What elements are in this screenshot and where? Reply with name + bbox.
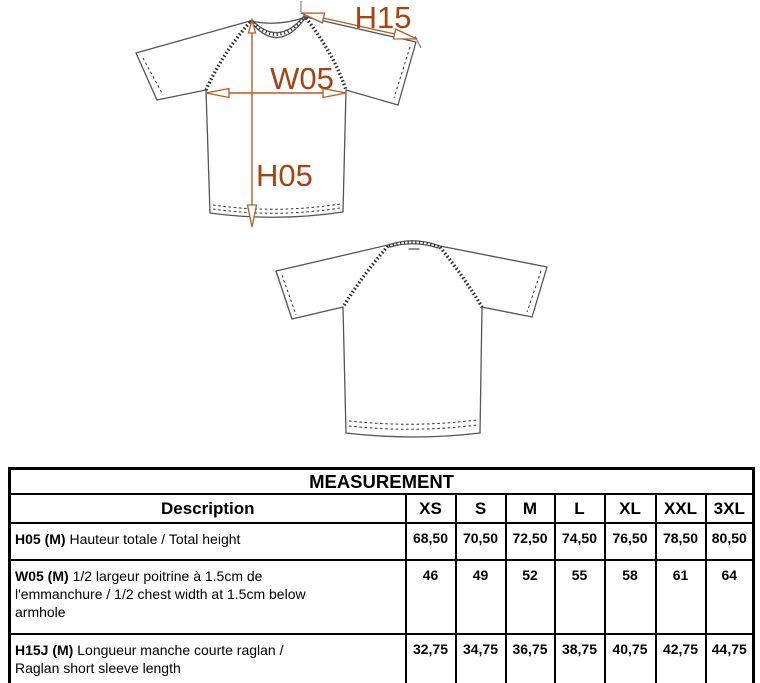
size-value: 38,75: [553, 633, 606, 683]
size-header-3xl: 3XL: [704, 493, 755, 524]
measurement-table: MEASUREMENT Description XS S M L XL XXL …: [8, 467, 756, 683]
measurement-description: 1/2 largeur poitrine à 1.5cm de l'emmanc…: [15, 568, 306, 620]
table-row-h15j: H15J (M) Longueur manche courte raglan /…: [8, 633, 755, 683]
size-value: 74,50: [553, 522, 606, 561]
description-header: Description: [8, 493, 407, 524]
front-view-drawing: [135, 15, 417, 218]
size-header-m: M: [504, 493, 556, 524]
size-value: 58: [603, 559, 657, 635]
size-value: 55: [553, 559, 606, 635]
front-body-outline: [135, 16, 417, 218]
dimension-label-w05: W05: [270, 61, 334, 96]
size-header-xl: XL: [603, 493, 657, 524]
back-right-sleeve-hem-stitch: [526, 270, 542, 313]
table-row-h05: H05 (M) Hauteur totale / Total height 68…: [8, 522, 755, 561]
front-bottom-hem-stitch-1: [212, 203, 341, 210]
size-value: 32,75: [404, 633, 457, 683]
front-right-sleeve-hem-stitch: [393, 46, 411, 99]
back-collar-rib: [388, 240, 440, 249]
back-bottom-hem-stitch-1: [348, 424, 478, 430]
size-value: 46: [404, 559, 457, 635]
back-left-raglan-seam: [341, 244, 390, 308]
measurement-description-cell: H15J (M) Longueur manche courte raglan /…: [8, 633, 407, 683]
size-value: 61: [654, 559, 707, 635]
size-value: 40,75: [603, 633, 657, 683]
size-value: 72,50: [504, 522, 556, 561]
back-right-raglan-seam: [438, 245, 484, 308]
size-value: 49: [454, 559, 507, 635]
size-header-xxl: XXL: [654, 493, 707, 524]
measurement-code: H15J (M): [15, 642, 74, 658]
front-bottom-hem-stitch-2: [212, 207, 341, 214]
size-header-s: S: [454, 493, 507, 524]
w05-arrowhead-right: [322, 87, 347, 99]
size-value: 64: [704, 559, 755, 635]
size-value: 80,50: [704, 522, 755, 561]
front-neckband-bottom: [249, 16, 307, 39]
h05-arrowhead-top: [247, 17, 257, 34]
table-title-row: MEASUREMENT: [8, 467, 755, 495]
size-value: 36,75: [504, 633, 556, 683]
back-bottom-hem-stitch-2: [348, 419, 478, 425]
front-neckband-rib: [249, 15, 307, 37]
w05-arrowhead-left: [205, 87, 230, 99]
table-header-row: Description XS S M L XL XXL 3XL: [8, 493, 755, 524]
measurement-description: Hauteur totale / Total height: [69, 531, 241, 547]
measurement-description: Longueur manche courte raglan / Raglan s…: [15, 642, 284, 676]
dimension-label-h15: H15: [355, 0, 412, 35]
back-view-drawing: [275, 240, 548, 438]
back-body-outline: [275, 240, 548, 438]
size-value: 42,75: [654, 633, 707, 683]
measurement-code: W05 (M): [15, 568, 69, 584]
garment-technical-drawing: H15 W05 H05: [135, 0, 548, 438]
table-row-w05: W05 (M) 1/2 largeur poitrine à 1.5cm de …: [8, 559, 755, 635]
size-value: 70,50: [454, 522, 507, 561]
size-value: 78,50: [654, 522, 707, 561]
back-left-sleeve-hem-stitch: [281, 274, 297, 316]
size-header-xs: XS: [404, 493, 457, 524]
size-value: 44,75: [704, 633, 755, 683]
table-title: MEASUREMENT: [8, 467, 755, 495]
h15-arrowhead-right: [392, 28, 418, 40]
h15-arrowhead-left: [300, 12, 326, 24]
front-right-raglan-seam: [304, 16, 348, 91]
size-value: 76,50: [603, 522, 657, 561]
dimension-label-h05: H05: [256, 158, 313, 193]
measurement-description-cell: W05 (M) 1/2 largeur poitrine à 1.5cm de …: [8, 559, 407, 635]
h05-arrowhead-bottom: [246, 204, 258, 228]
size-value: 52: [504, 559, 556, 635]
size-value: 68,50: [404, 522, 457, 561]
front-left-sleeve-hem-stitch: [142, 57, 164, 96]
front-left-raglan-seam: [204, 20, 252, 91]
measurement-code: H05 (M): [15, 531, 66, 547]
size-header-l: L: [553, 493, 606, 524]
size-value: 34,75: [454, 633, 507, 683]
dimension-annotations: H15 W05 H05: [205, 0, 422, 228]
measurement-description-cell: H05 (M) Hauteur totale / Total height: [8, 522, 407, 561]
